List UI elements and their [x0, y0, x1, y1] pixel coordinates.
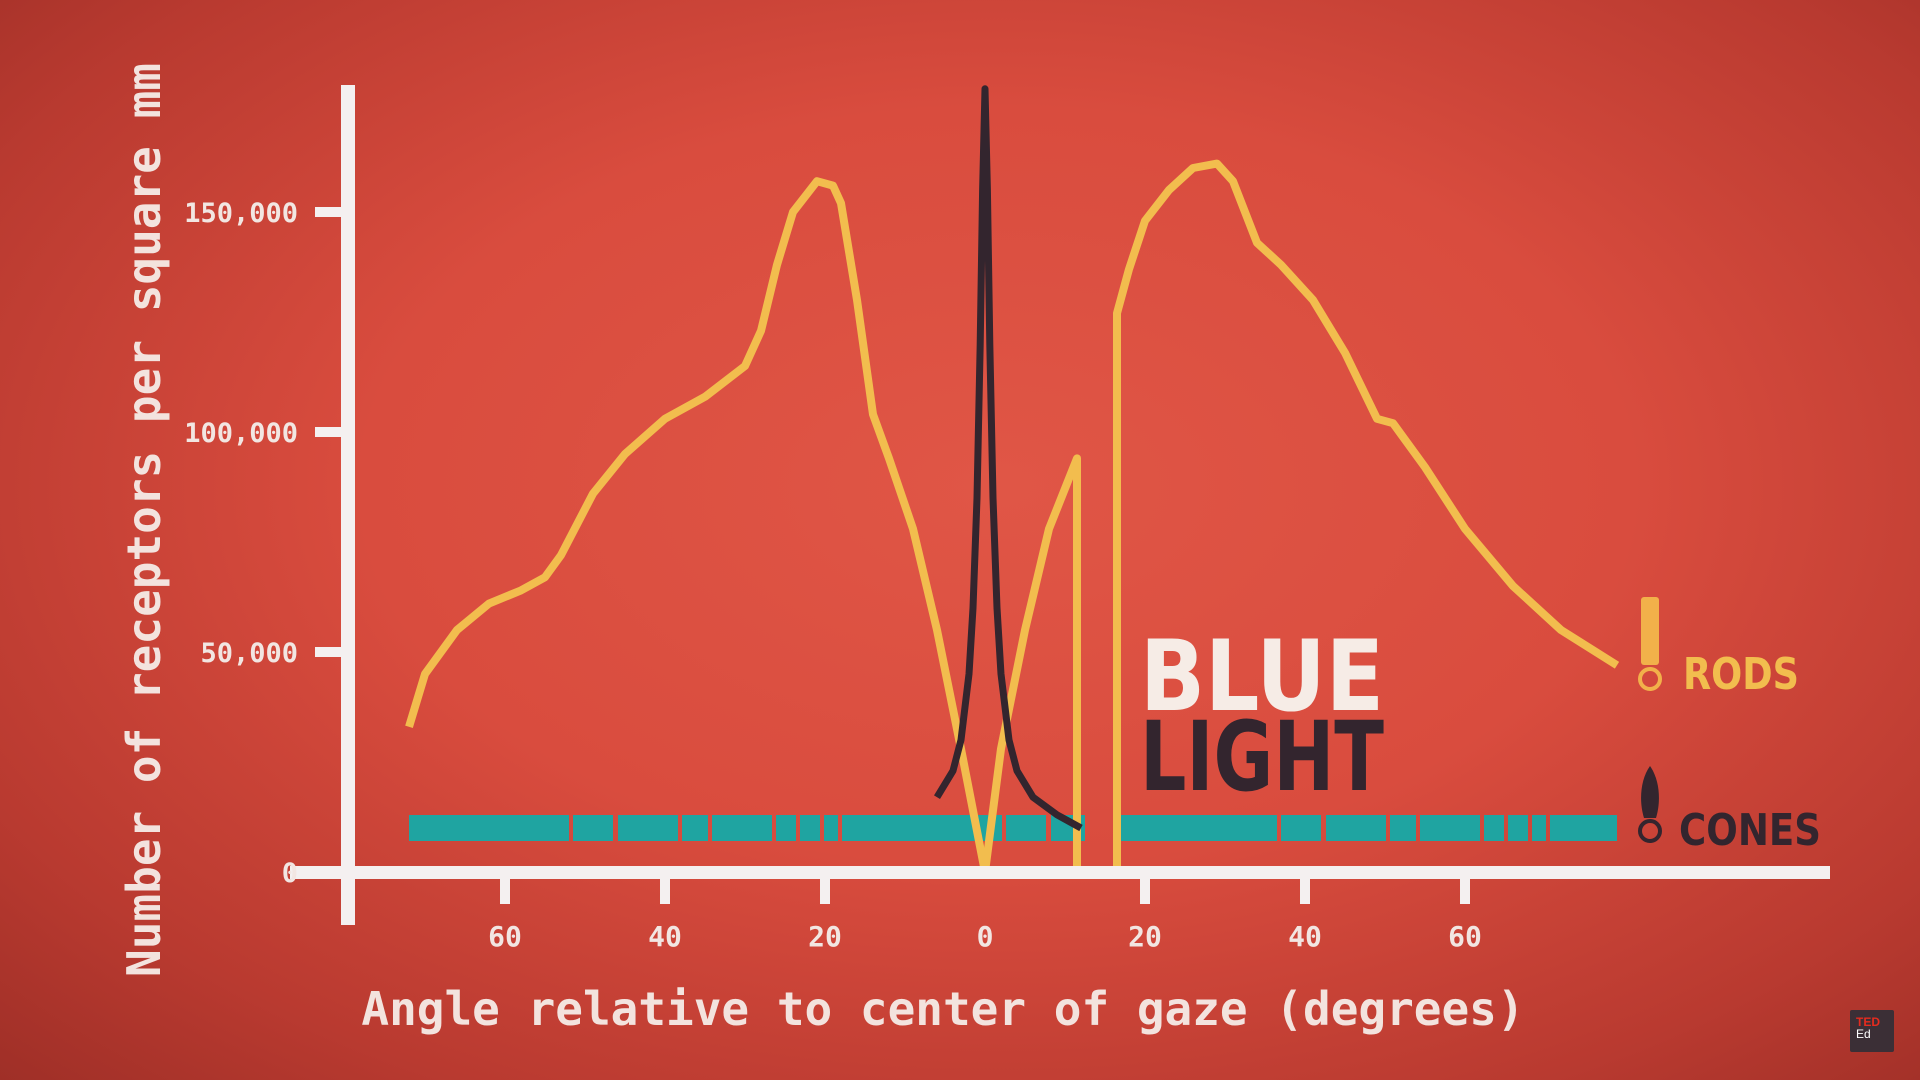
- x-tick-mark: [820, 878, 830, 904]
- cones-line: [934, 85, 1083, 832]
- rods-line-segment-1: [405, 177, 989, 873]
- x-tick-label: 40: [648, 920, 682, 953]
- x-axis-line: [290, 866, 1830, 879]
- y-tick-label: 50,000: [200, 638, 298, 669]
- legend: RODS CONES: [1638, 597, 1821, 856]
- annotation-blue-light: BLUE LIGHT: [1140, 620, 1384, 813]
- rods-line-segment-3: [1113, 159, 1620, 872]
- cone-shape-icon: [1638, 766, 1662, 843]
- y-tick-mark: [315, 647, 343, 657]
- legend-rods-label: RODS: [1683, 649, 1799, 700]
- y-tick-mark: [315, 427, 343, 437]
- x-axis-title: Angle relative to center of gaze (degree…: [361, 982, 1524, 1036]
- y-axis-line: [341, 85, 355, 925]
- y-tick-mark: [315, 207, 343, 217]
- y-tick-label: 150,000: [184, 198, 298, 229]
- x-tick-mark: [1140, 878, 1150, 904]
- legend-rods: RODS: [1638, 597, 1799, 700]
- x-tick-label: 20: [1128, 920, 1162, 953]
- axes: [290, 85, 1830, 925]
- x-tick-label: 60: [488, 920, 522, 953]
- x-tick-mark: [1300, 878, 1310, 904]
- x-tick-mark: [660, 878, 670, 904]
- rod-shape-icon: [1638, 597, 1662, 691]
- y-tick-label: 100,000: [184, 418, 298, 449]
- x-tick-label: 20: [808, 920, 842, 953]
- ticks: 60 40 20 0 20 40 60 0 50,000 100,000 150,000: [184, 198, 1482, 953]
- legend-cones-label: CONES: [1679, 805, 1821, 856]
- blue-word: BLUE: [1140, 620, 1384, 734]
- y-axis-title: Number of receptors per square mm: [117, 63, 171, 977]
- light-word: LIGHT: [1140, 701, 1384, 813]
- y-tick-label: 0: [282, 858, 298, 889]
- x-tick-mark: [500, 878, 510, 904]
- x-tick-label: 60: [1448, 920, 1482, 953]
- rods-line-segment-2: [981, 454, 1081, 873]
- data-layer: [405, 85, 1620, 873]
- ted-logo-text: TED: [1856, 1015, 1880, 1029]
- ed-logo-text: Ed: [1856, 1027, 1871, 1041]
- x-tick-mark: [1460, 878, 1470, 904]
- x-tick-label: 40: [1288, 920, 1322, 953]
- ted-ed-logo: TED Ed: [1850, 1010, 1894, 1052]
- legend-cones: CONES: [1638, 766, 1821, 856]
- x-tick-label: 0: [977, 920, 994, 953]
